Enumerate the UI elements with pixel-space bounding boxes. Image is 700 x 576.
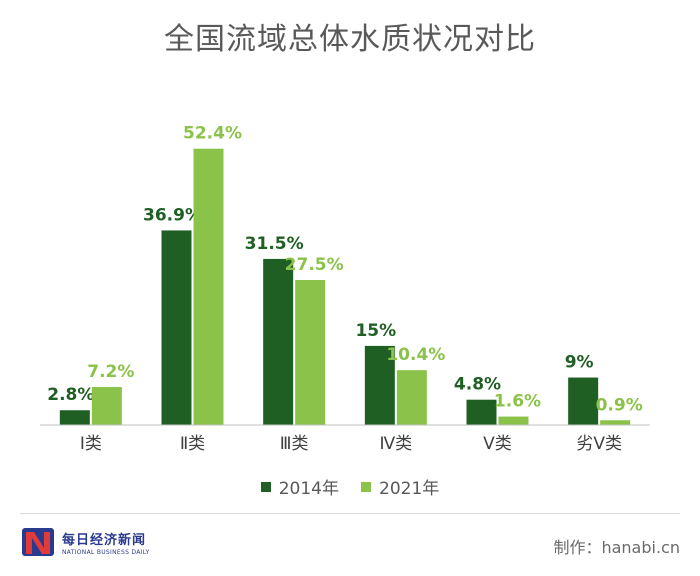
category-label-1: Ⅱ类 bbox=[180, 434, 205, 454]
bar-2014-5 bbox=[568, 377, 599, 425]
category-label-4: Ⅴ类 bbox=[483, 434, 512, 454]
data-label-2014-2: 31.5% bbox=[245, 234, 304, 254]
bar-2021-3 bbox=[396, 370, 427, 425]
data-label-2021-2: 27.5% bbox=[285, 255, 344, 275]
bar-2021-0 bbox=[91, 387, 122, 425]
legend-item-2014: 2014年 bbox=[260, 474, 339, 499]
legend-swatch-2014 bbox=[260, 481, 271, 492]
data-label-2021-0: 7.2% bbox=[87, 362, 134, 382]
bar-2021-4 bbox=[498, 416, 529, 425]
legend-item-2021: 2021年 bbox=[361, 474, 439, 499]
bar-2014-0 bbox=[59, 410, 90, 425]
bar-2014-2 bbox=[263, 258, 294, 425]
data-label-2014-5: 9% bbox=[565, 353, 594, 373]
logo-name-en: NATIONAL BUSINESS DAILY bbox=[62, 548, 150, 556]
data-label-2014-4: 4.8% bbox=[454, 375, 501, 395]
bar-2021-5 bbox=[600, 420, 631, 425]
chart-title: 全国流域总体水质状况对比 bbox=[164, 22, 536, 57]
bar-2021-2 bbox=[295, 280, 326, 425]
logo-mark-icon bbox=[22, 528, 54, 556]
category-label-0: Ⅰ类 bbox=[80, 434, 102, 454]
credit-text: 制作：hanabi.cn bbox=[553, 538, 680, 557]
bar-2014-1 bbox=[161, 230, 192, 425]
category-label-3: Ⅳ类 bbox=[379, 434, 412, 454]
data-label-2021-1: 52.4% bbox=[183, 124, 242, 144]
brand-logo[interactable]: 每日经济新闻 NATIONAL BUSINESS DAILY bbox=[20, 524, 150, 560]
legend-swatch-2021 bbox=[361, 481, 371, 492]
data-label-2021-4: 1.6% bbox=[494, 392, 541, 412]
legend-label-2014: 2014年 bbox=[278, 479, 339, 499]
data-label-2021-5: 0.9% bbox=[596, 395, 643, 415]
category-label-5: 劣Ⅴ类 bbox=[576, 434, 622, 454]
category-label-2: Ⅲ类 bbox=[280, 434, 309, 454]
legend: 2014年 2021年 bbox=[0, 474, 700, 499]
footer-divider bbox=[20, 513, 680, 514]
data-label-2014-3: 15% bbox=[355, 321, 396, 341]
bar-2021-1 bbox=[193, 148, 224, 425]
data-label-2014-0: 2.8% bbox=[47, 385, 94, 405]
bar-2014-4 bbox=[466, 399, 497, 425]
logo-name-cn: 每日经济新闻 bbox=[62, 532, 147, 548]
bar-chart: 2.8% 7.2% Ⅰ类 36.9% 52.4% Ⅱ类 31.5%27.5% Ⅲ类 15% 10.… bbox=[40, 124, 650, 454]
bar-2014-3 bbox=[364, 345, 395, 425]
legend-label-2021: 2021年 bbox=[379, 479, 440, 499]
data-label-2014-1: 36.9% bbox=[143, 205, 202, 225]
data-label-2021-3: 10.4% bbox=[386, 345, 445, 365]
